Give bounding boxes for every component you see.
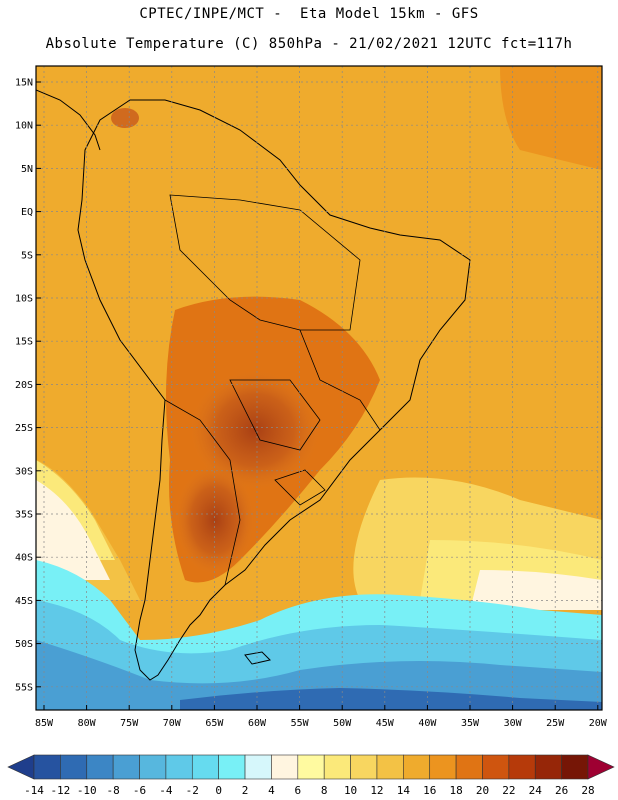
colorbar-label: -6 bbox=[133, 784, 146, 797]
colorbar-label: 0 bbox=[215, 784, 222, 797]
colorbar-label: 14 bbox=[397, 784, 411, 797]
lon-label: 30W bbox=[504, 718, 523, 729]
colorbar-swatch bbox=[297, 754, 325, 780]
lon-label: 85W bbox=[35, 718, 54, 729]
graticule bbox=[36, 66, 602, 710]
colorbar-label: 8 bbox=[321, 784, 328, 797]
lat-label: 30S bbox=[15, 466, 33, 477]
lat-label: 5N bbox=[21, 164, 33, 175]
colorbar-swatch bbox=[482, 754, 510, 780]
colorbar-swatch bbox=[218, 754, 246, 780]
lon-label: 75W bbox=[120, 718, 139, 729]
lon-label: 60W bbox=[248, 718, 267, 729]
temperature-band bbox=[36, 640, 602, 710]
colorbar-swatch bbox=[508, 754, 536, 780]
colorbar-label: -8 bbox=[107, 784, 120, 797]
lat-label: 45S bbox=[15, 596, 33, 607]
lat-label: 55S bbox=[15, 682, 33, 693]
colorbar-label: 10 bbox=[344, 784, 357, 797]
colorbar-label: 18 bbox=[449, 784, 462, 797]
coastline bbox=[36, 89, 101, 151]
lon-label: 55W bbox=[291, 718, 310, 729]
colorbar-swatch bbox=[139, 754, 167, 780]
colorbar-label: 2 bbox=[242, 784, 249, 797]
map-title-line1: CPTEC/INPE/MCT - Eta Model 15km - GFS bbox=[139, 6, 479, 22]
lon-label: 25W bbox=[546, 718, 565, 729]
lat-label: 20S bbox=[15, 380, 33, 391]
longitude-axis: 85W 80W 75W 70W 65W 60W 55W 50W 45W 40W 35W 30W 25W 2… bbox=[35, 705, 608, 729]
colorbar-swatch bbox=[33, 754, 61, 780]
colorbar-swatch bbox=[323, 754, 351, 780]
country-border bbox=[164, 399, 241, 586]
lat-label: 15S bbox=[15, 337, 33, 348]
lon-label: 40W bbox=[418, 718, 437, 729]
lon-label: 35W bbox=[461, 718, 480, 729]
colorbar-label: 4 bbox=[268, 784, 275, 797]
colorbar-swatch bbox=[455, 754, 483, 780]
falkland-islands bbox=[244, 651, 271, 665]
colorbar-label: 16 bbox=[423, 784, 436, 797]
colorbar-label: -4 bbox=[159, 784, 173, 797]
lat-label: 10S bbox=[15, 294, 33, 305]
lat-label: 10N bbox=[15, 121, 33, 132]
colorbar-label: -14 bbox=[24, 784, 44, 797]
map-title-line2: Absolute Temperature (C) 850hPa - 21/02/… bbox=[45, 36, 573, 52]
lat-label: 40S bbox=[15, 553, 33, 564]
lon-label: 50W bbox=[333, 718, 352, 729]
colorbar-label: 20 bbox=[476, 784, 489, 797]
temperature-band bbox=[500, 66, 602, 170]
colorbar-arrow-low bbox=[7, 754, 35, 780]
lat-label: 15N bbox=[15, 78, 33, 89]
lon-label: 65W bbox=[205, 718, 224, 729]
colorbar-label: 28 bbox=[581, 784, 594, 797]
colorbar-swatch bbox=[350, 754, 378, 780]
temperature-band bbox=[36, 480, 110, 580]
colorbar-swatch bbox=[403, 754, 431, 780]
colorbar-label: -2 bbox=[186, 784, 199, 797]
colorbar-swatch bbox=[534, 754, 562, 780]
lat-label: 35S bbox=[15, 510, 33, 521]
colorbar-label: 22 bbox=[502, 784, 515, 797]
lon-label: 70W bbox=[163, 718, 182, 729]
colorbar-arrow-high bbox=[587, 754, 615, 780]
lon-label: 20W bbox=[589, 718, 608, 729]
lon-label: 45W bbox=[376, 718, 395, 729]
temperature-hotspot bbox=[111, 108, 139, 128]
colorbar-swatch bbox=[429, 754, 457, 780]
colorbar-label: 26 bbox=[555, 784, 568, 797]
colorbar-label: 24 bbox=[529, 784, 543, 797]
colorbar-swatch bbox=[376, 754, 404, 780]
country-border bbox=[299, 329, 381, 431]
colorbar-swatch bbox=[244, 754, 272, 780]
lat-label: 25S bbox=[15, 423, 33, 434]
temperature-band bbox=[470, 570, 602, 610]
lat-label: 5S bbox=[21, 250, 33, 261]
temperature-band bbox=[180, 688, 602, 710]
temperature-hotspot bbox=[175, 465, 255, 575]
map-frame bbox=[35, 65, 603, 711]
country-border bbox=[229, 379, 321, 451]
lon-label: 80W bbox=[78, 718, 97, 729]
colorbar-swatch bbox=[271, 754, 299, 780]
colorbar-label: -12 bbox=[50, 784, 70, 797]
colorbar-swatch bbox=[60, 754, 88, 780]
colorbar-swatch bbox=[165, 754, 193, 780]
colorbar-swatch bbox=[86, 754, 114, 780]
lat-label: 50S bbox=[15, 639, 33, 650]
country-border bbox=[274, 469, 326, 506]
colorbar-label: 12 bbox=[370, 784, 383, 797]
colorbar-swatch bbox=[191, 754, 219, 780]
latitude-axis: 15N 10N 5N EQ 5S 10S 15S 20S 25S 30S 35S 40S 45S 50S 5… bbox=[15, 78, 41, 693]
colorbar-label: 6 bbox=[294, 784, 301, 797]
colorbar-label: -10 bbox=[77, 784, 97, 797]
colorbar-swatch bbox=[561, 754, 589, 780]
lat-label: EQ bbox=[21, 207, 33, 218]
colorbar-swatch bbox=[112, 754, 140, 780]
